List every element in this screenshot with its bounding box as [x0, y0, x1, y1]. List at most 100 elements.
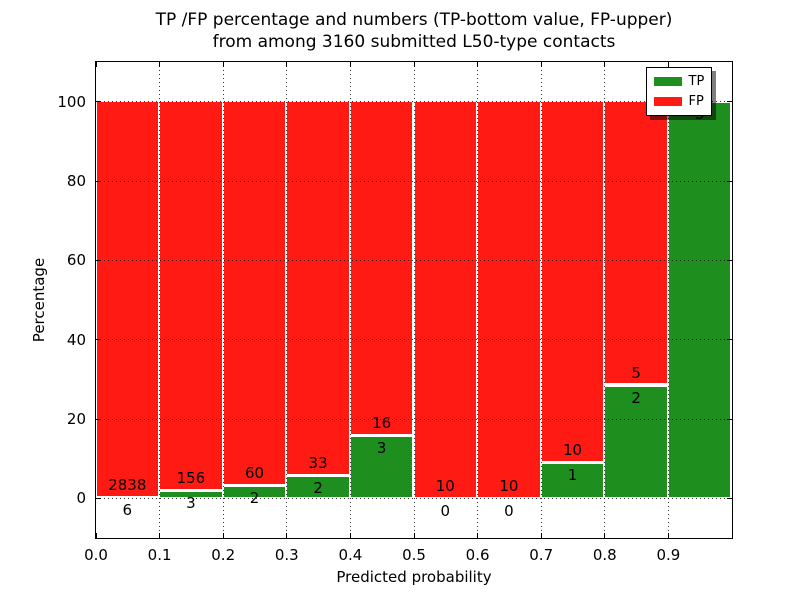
- vertical-gridline: [477, 61, 479, 538]
- x-tick-mark: [222, 61, 224, 67]
- fp-count-label: 10: [435, 476, 455, 495]
- horizontal-gridline: [95, 259, 732, 261]
- legend-entry-tp: TP: [653, 73, 704, 90]
- fp-bar-segment: [604, 101, 668, 385]
- x-tick-mark: [540, 61, 542, 67]
- y-tick-mark: [95, 339, 101, 341]
- tp-count-label: 3: [376, 439, 387, 458]
- horizontal-gridline: [95, 497, 732, 499]
- y-tick-mark: [95, 259, 101, 261]
- x-tick-mark: [604, 61, 606, 67]
- y-tick-mark: [726, 339, 732, 341]
- fp-bar-segment: [95, 101, 160, 497]
- tp-count-label: 0: [440, 501, 451, 520]
- vertical-gridline: [413, 61, 415, 538]
- plot-area: TP FP 2838615636023321631001001015203: [94, 60, 733, 539]
- y-tick-label: 20: [66, 410, 86, 428]
- x-tick-label: 0.9: [656, 546, 681, 564]
- tp-bar-segment: [604, 384, 668, 498]
- x-tick-mark: [477, 532, 479, 538]
- x-tick-label: 0.1: [147, 546, 172, 564]
- y-tick-label: 80: [66, 172, 86, 190]
- fp-bar-segment: [413, 101, 478, 498]
- tp-count-label: 2: [249, 489, 260, 508]
- x-tick-mark: [349, 532, 351, 538]
- tp-bar-segment: [349, 435, 414, 498]
- tp-count-label: 2: [313, 479, 323, 498]
- x-tick-label: 0.8: [592, 546, 617, 564]
- fp-bar-segment: [477, 101, 541, 498]
- x-tick-mark: [667, 61, 669, 67]
- fp-bar-segment: [540, 101, 605, 462]
- x-tick-mark: [731, 61, 733, 67]
- y-axis-label: Percentage: [30, 257, 48, 343]
- fp-bar-segment: [222, 101, 287, 485]
- legend: TP FP: [645, 66, 713, 116]
- fp-count-label: 10: [562, 440, 583, 459]
- fp-bar-segment: [349, 101, 414, 436]
- y-tick-mark: [726, 418, 732, 420]
- y-tick-mark: [726, 497, 732, 499]
- x-tick-mark: [349, 61, 351, 67]
- fp-bar-segment: [159, 101, 223, 491]
- chart-title-line1: TP /FP percentage and numbers (TP-bottom…: [155, 10, 673, 30]
- x-tick-mark: [222, 532, 224, 538]
- y-tick-mark: [95, 101, 101, 103]
- y-tick-mark: [95, 418, 101, 420]
- x-tick-mark: [413, 532, 415, 538]
- x-tick-label: 0.2: [211, 546, 236, 564]
- y-tick-label: 0: [76, 489, 86, 508]
- x-tick-label: 0.4: [338, 546, 363, 564]
- legend-entry-fp: FP: [653, 93, 705, 110]
- vertical-gridline: [349, 61, 351, 538]
- x-tick-label: 0.0: [84, 546, 108, 564]
- fp-count-label: 2838: [108, 476, 147, 494]
- vertical-gridline: [286, 61, 288, 538]
- x-axis-label: Predicted probability: [336, 568, 492, 586]
- x-tick-label: 0.3: [274, 546, 299, 564]
- x-tick-mark: [159, 61, 161, 67]
- fp-count-label: 10: [499, 476, 519, 495]
- tp-count-label: 1: [567, 465, 578, 484]
- x-tick-mark: [604, 532, 606, 538]
- fp-swatch-icon: [653, 96, 682, 106]
- x-tick-mark: [731, 532, 733, 538]
- fp-count-label: 156: [176, 469, 206, 488]
- horizontal-gridline: [95, 339, 732, 341]
- y-tick-mark: [726, 259, 732, 261]
- x-tick-mark: [95, 532, 97, 538]
- chart-title-line2: from among 3160 submitted L50-type conta…: [212, 32, 616, 52]
- vertical-gridline: [159, 61, 161, 538]
- horizontal-gridline: [95, 418, 732, 420]
- vertical-gridline: [540, 61, 542, 538]
- chart-title: TP /FP percentage and numbers (TP-bottom…: [96, 9, 732, 53]
- fp-count-label: 60: [244, 464, 265, 483]
- y-tick-label: 100: [57, 92, 86, 111]
- tp-count-label: 2: [631, 388, 641, 407]
- x-tick-label: 0.7: [529, 546, 554, 564]
- tp-bar-segment: [667, 101, 732, 498]
- y-tick-mark: [95, 180, 101, 182]
- tp-count-label: 3: [186, 494, 196, 513]
- x-tick-mark: [159, 532, 161, 538]
- x-tick-label: 0.6: [465, 546, 490, 564]
- y-tick-mark: [726, 180, 732, 182]
- y-tick-label: 60: [66, 251, 86, 270]
- legend-label-fp: FP: [688, 93, 704, 109]
- tp-count-label: 0: [504, 501, 514, 520]
- y-tick-mark: [726, 101, 732, 103]
- vertical-gridline: [222, 61, 224, 538]
- fp-count-label: 5: [631, 363, 641, 382]
- horizontal-gridline: [95, 101, 732, 103]
- tp-count-label: 6: [122, 501, 133, 519]
- x-tick-mark: [413, 61, 415, 67]
- horizontal-gridline: [95, 180, 732, 182]
- x-tick-mark: [286, 61, 288, 67]
- x-tick-mark: [667, 532, 669, 538]
- fp-count-label: 33: [308, 454, 328, 473]
- vertical-gridline: [604, 61, 606, 538]
- y-tick-label: 40: [66, 330, 86, 349]
- x-tick-mark: [477, 61, 479, 67]
- tp-swatch-icon: [653, 76, 682, 86]
